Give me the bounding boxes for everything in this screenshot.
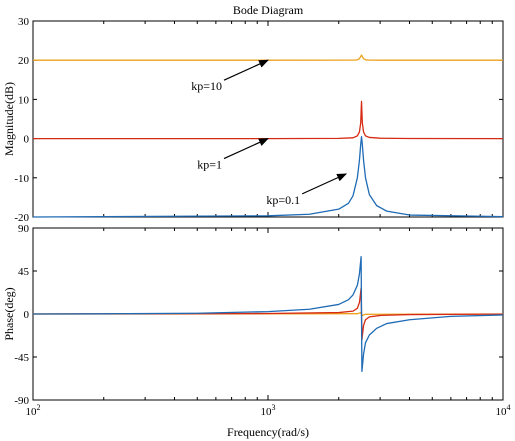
y-tick-label: -20 <box>14 212 29 224</box>
series-line-kp-1 <box>33 100 504 140</box>
x-tick-label: 104 <box>496 403 511 418</box>
phase-y-axis-label: Phase(deg) <box>2 287 16 340</box>
series-line-kp-0-1 <box>32 135 504 218</box>
magnitude-y-axis-label: Magnitude(dB) <box>2 82 16 156</box>
phase-series <box>32 256 504 372</box>
magnitude-panel: 30 20 10 0 -10 -20 kp=10 kp=1 kp=0.1 Magnitude(… <box>2 16 504 224</box>
series-line-kp-10 <box>33 54 503 61</box>
y-tick-label: -10 <box>14 173 29 185</box>
chart-title: Bode Diagram <box>233 3 304 17</box>
y-tick-label: -90 <box>14 395 29 407</box>
phase-panel: 90 45 0 -45 -90 Phase(deg) <box>2 223 504 407</box>
annotation-arrow <box>223 59 269 81</box>
y-tick-label: 30 <box>18 16 30 28</box>
phase-x-ticks <box>32 228 493 400</box>
x-tick-label: 103 <box>261 403 276 418</box>
y-tick-label: 0 <box>24 134 30 146</box>
x-tick-label: 102 <box>26 403 41 418</box>
magnitude-annotations: kp=10 kp=1 kp=0.1 <box>191 59 348 207</box>
annotation-label: kp=0.1 <box>266 193 300 207</box>
y-tick-label: 90 <box>18 223 30 235</box>
x-axis-label: Frequency(rad/s) <box>227 425 309 439</box>
annotation-label: kp=1 <box>197 158 222 172</box>
magnitude-series <box>32 54 504 218</box>
y-tick-label: 0 <box>24 309 30 321</box>
y-tick-label: 10 <box>18 94 30 106</box>
y-tick-label: -45 <box>14 352 29 364</box>
annotation-arrow <box>223 138 269 160</box>
x-tick-labels: 102 103 104 <box>26 403 511 418</box>
annotation-arrow <box>301 173 348 195</box>
y-tick-label: 20 <box>18 55 30 67</box>
series-line-kp-0-1 <box>32 256 504 372</box>
annotation-label: kp=10 <box>191 79 222 93</box>
magnitude-plot-frame <box>32 20 504 218</box>
y-tick-label: 45 <box>18 266 30 278</box>
magnitude-y-ticks: 30 20 10 0 -10 -20 <box>14 16 503 224</box>
